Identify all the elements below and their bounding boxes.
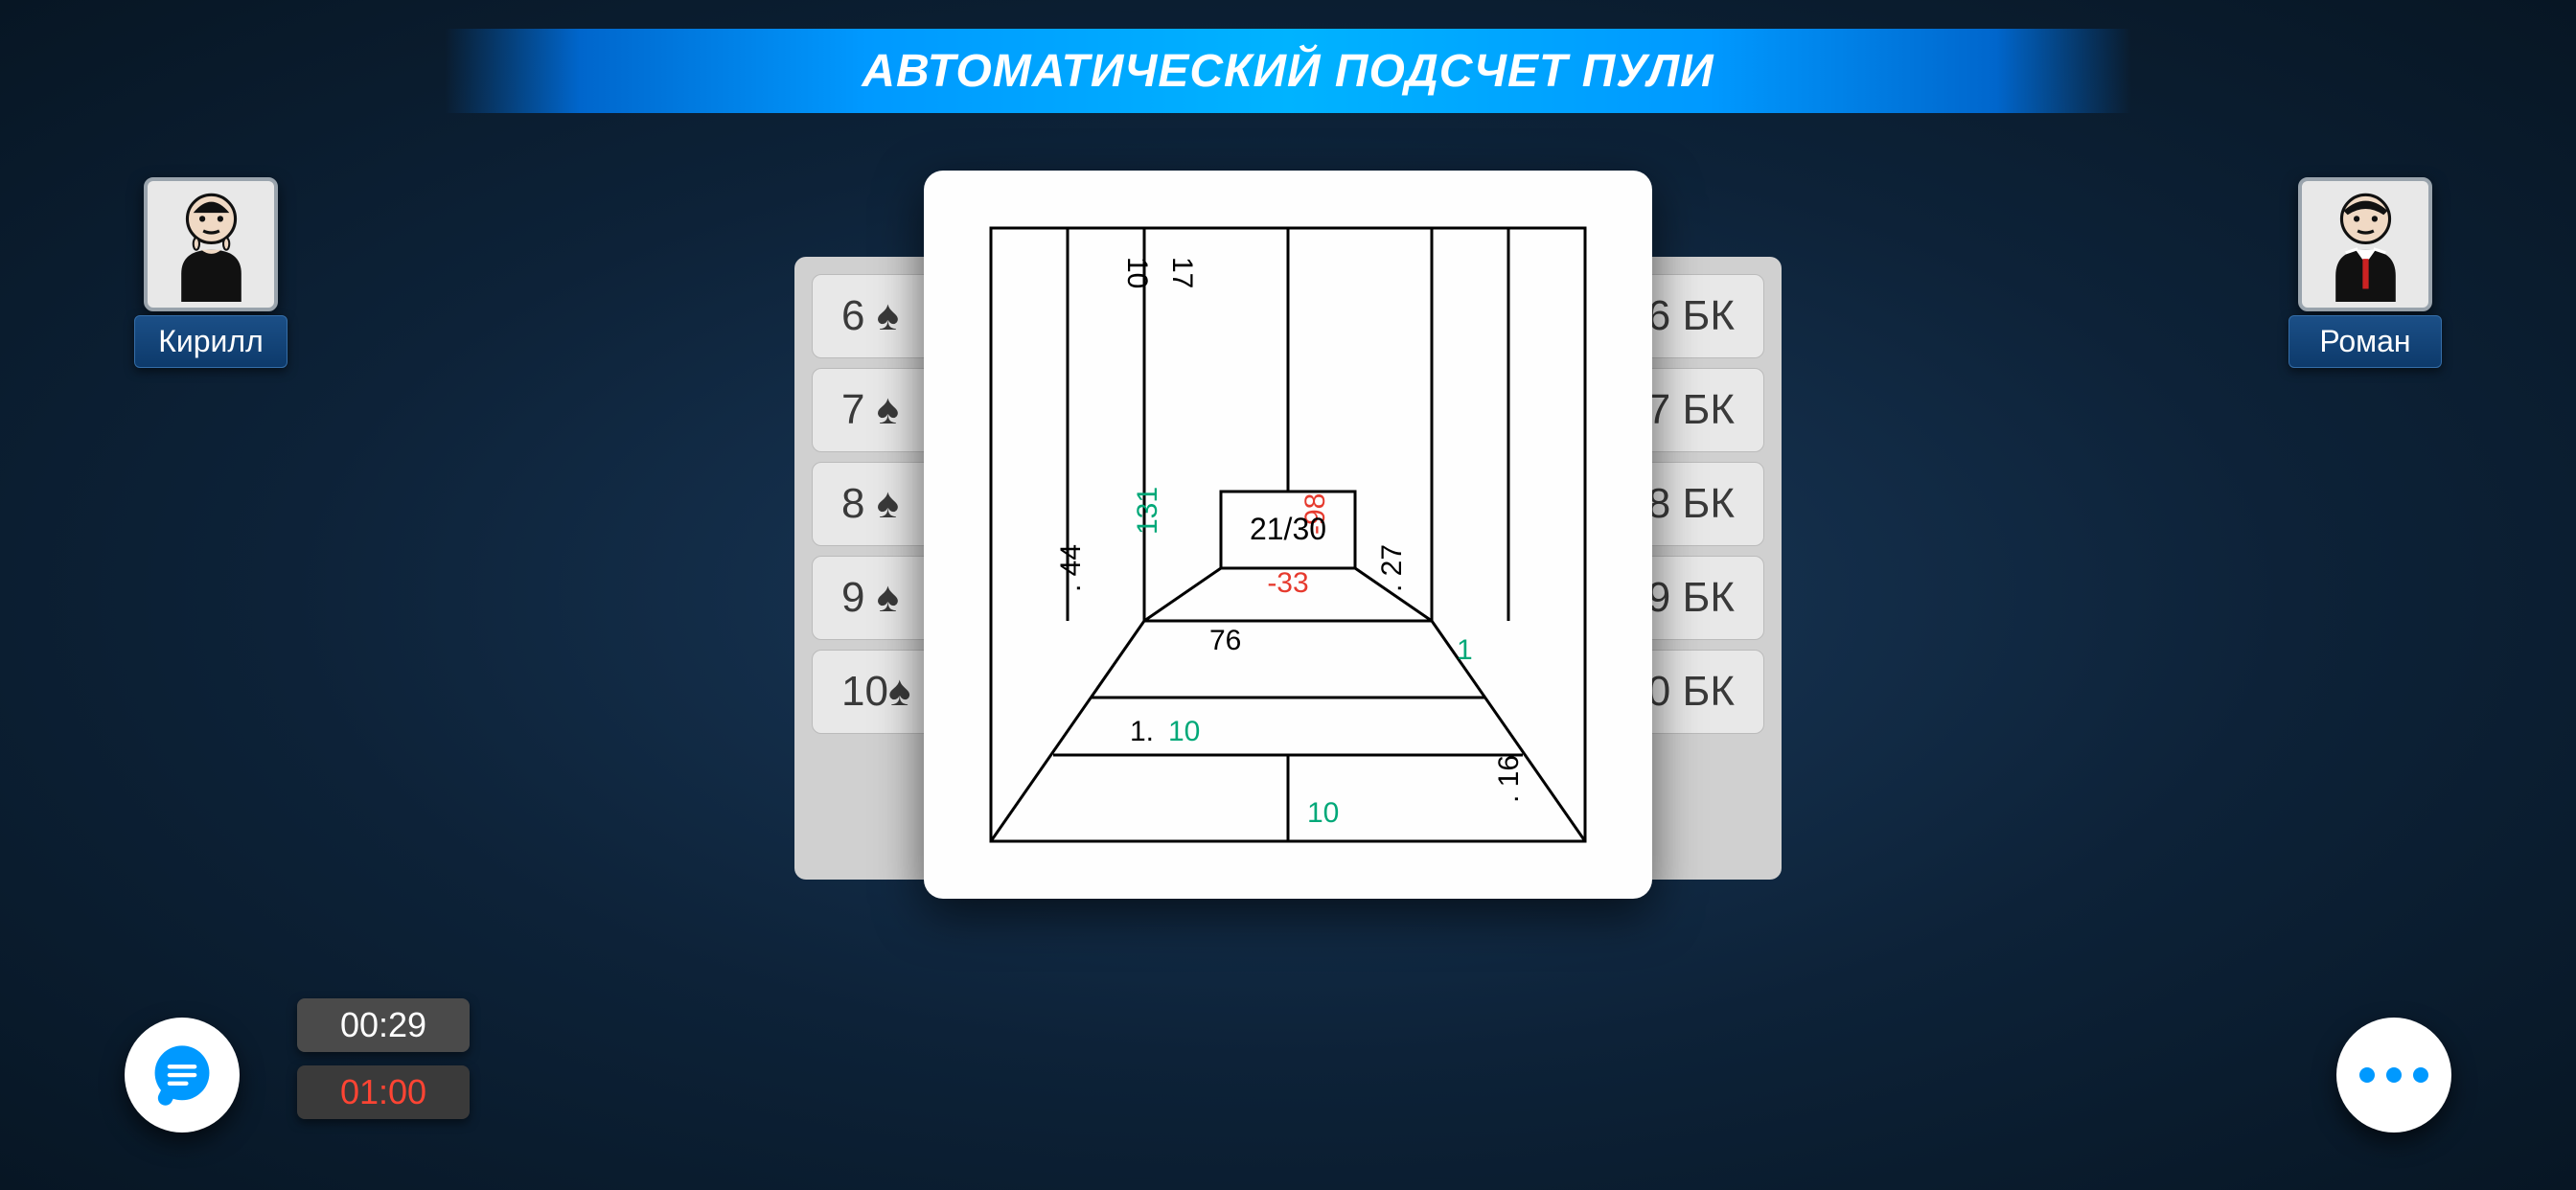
person-icon	[2315, 187, 2416, 302]
val: . 27	[1376, 544, 1408, 592]
val: 10	[1121, 257, 1153, 288]
val: . 16	[1493, 755, 1525, 803]
timer-elapsed: 00:29	[297, 998, 470, 1052]
val: 76	[1209, 625, 1241, 656]
more-icon	[2359, 1067, 2428, 1083]
center-below: -33	[1267, 567, 1308, 599]
val: 17	[1166, 257, 1198, 288]
val-green: 10	[1307, 797, 1339, 829]
menu-button[interactable]	[2336, 1018, 2451, 1133]
val: . 44	[1055, 544, 1087, 592]
val: 1.	[1130, 716, 1154, 747]
page-title: АВТОМАТИЧЕСКИЙ ПОДСЧЕТ ПУЛИ	[445, 29, 2131, 113]
timer-panel: 00:29 01:00	[297, 998, 470, 1133]
chat-button[interactable]	[125, 1018, 240, 1133]
player-left-name: Кирилл	[134, 315, 288, 368]
val-green: 10	[1168, 716, 1200, 747]
player-left: Кирилл	[125, 177, 297, 368]
val-green: 131	[1132, 487, 1163, 535]
timer-total: 01:00	[297, 1065, 470, 1119]
person-icon	[161, 187, 262, 302]
center-score: 21/30	[1250, 512, 1326, 546]
avatar-left[interactable]	[144, 177, 278, 311]
player-right: Роман	[2279, 177, 2451, 368]
avatar-right[interactable]	[2298, 177, 2432, 311]
score-card: 10 17 131 -98 . 44 . 27 21/30 -33 76 1 1…	[924, 171, 1652, 899]
chat-icon	[149, 1041, 216, 1109]
header-text: АВТОМАТИЧЕСКИЙ ПОДСЧЕТ ПУЛИ	[862, 45, 1714, 98]
val-green: 1	[1457, 634, 1473, 666]
score-diagram: 10 17 131 -98 . 44 . 27 21/30 -33 76 1 1…	[924, 171, 1652, 899]
player-right-name: Роман	[2288, 315, 2442, 368]
